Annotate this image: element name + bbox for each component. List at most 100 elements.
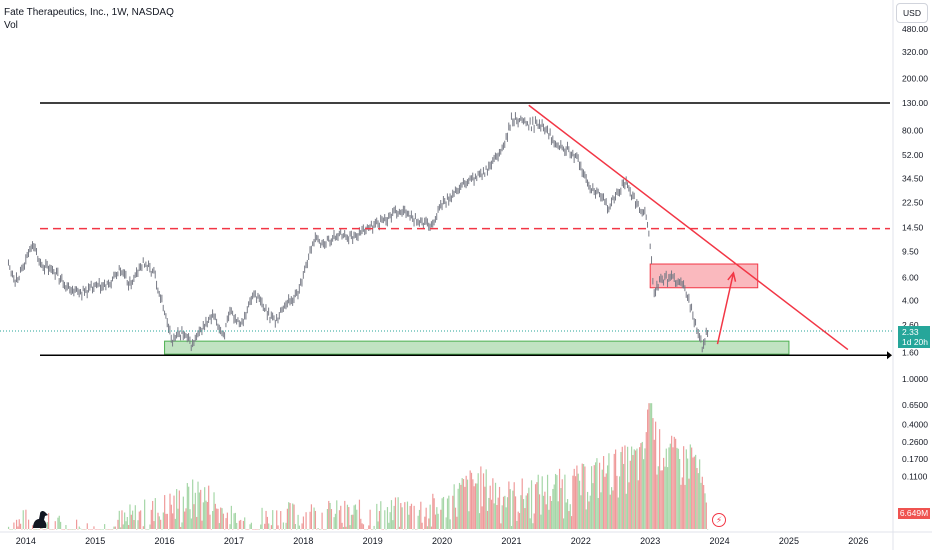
volume-bar bbox=[593, 465, 595, 529]
volume-bar bbox=[133, 520, 135, 529]
volume-value-tag: 6.649M bbox=[898, 508, 930, 519]
volume-bar bbox=[518, 513, 521, 529]
volume-bar bbox=[357, 529, 359, 530]
volume-bar bbox=[521, 478, 523, 529]
volume-bar bbox=[109, 529, 111, 530]
volume-bar bbox=[627, 446, 629, 529]
volume-bar bbox=[273, 529, 275, 530]
volume-bar bbox=[65, 525, 67, 529]
volume-bar bbox=[445, 517, 447, 529]
volume-bar bbox=[148, 529, 150, 530]
volume-bar bbox=[137, 520, 139, 529]
volume-bar bbox=[570, 516, 573, 529]
volume-bar bbox=[474, 483, 477, 529]
volume-bar bbox=[522, 499, 525, 529]
volume-bar bbox=[266, 516, 268, 529]
tradingview-logo-icon[interactable] bbox=[30, 508, 52, 530]
volume-bar bbox=[217, 508, 219, 529]
volume-bar bbox=[380, 501, 382, 529]
y-tick-label: 34.50 bbox=[902, 173, 924, 183]
volume-bar bbox=[416, 529, 418, 530]
volume-bar bbox=[284, 529, 286, 530]
volume-bar bbox=[572, 475, 574, 529]
volume-bar bbox=[262, 529, 264, 530]
volume-bar bbox=[369, 509, 371, 529]
currency-button[interactable]: USD bbox=[896, 3, 928, 23]
volume-bar bbox=[489, 485, 491, 529]
volume-bar bbox=[701, 476, 703, 529]
volume-bar bbox=[573, 468, 575, 529]
volume-bar bbox=[98, 529, 100, 530]
volume-bar bbox=[154, 498, 156, 529]
volume-bar bbox=[464, 486, 466, 529]
volume-bar bbox=[549, 496, 551, 529]
volume-bar bbox=[306, 529, 309, 530]
volume-bar bbox=[332, 529, 334, 530]
volume-bar bbox=[537, 474, 539, 529]
volume-bar bbox=[430, 526, 433, 529]
volume-bar bbox=[704, 493, 706, 529]
volume-bar bbox=[168, 529, 170, 530]
volume-tick-label: 0.2600 bbox=[902, 437, 928, 447]
volume-bar bbox=[180, 526, 182, 529]
volume-bar bbox=[530, 480, 533, 529]
volume-bar bbox=[508, 481, 510, 529]
volume-bar bbox=[510, 526, 513, 529]
volume-bar bbox=[457, 488, 459, 529]
volume-bar bbox=[612, 490, 614, 529]
volume-bar bbox=[635, 450, 637, 529]
volume-bar bbox=[70, 529, 72, 530]
volume-bar bbox=[209, 514, 211, 529]
volume-bar bbox=[482, 473, 485, 529]
volume-bar bbox=[505, 507, 507, 529]
volume-bar bbox=[160, 519, 162, 529]
volume-bar bbox=[164, 495, 166, 529]
volume-bar bbox=[461, 478, 463, 529]
volume-bar bbox=[560, 488, 562, 529]
volume-bar bbox=[440, 509, 442, 529]
volume-tick-label: 0.6500 bbox=[902, 400, 928, 410]
volume-bar bbox=[196, 516, 198, 529]
volume-bar bbox=[502, 496, 505, 529]
volume-bar bbox=[102, 529, 104, 530]
volume-bar bbox=[256, 529, 258, 530]
volume-bar bbox=[368, 525, 370, 529]
volume-bar bbox=[697, 473, 699, 529]
volume-bar bbox=[404, 502, 406, 529]
projection-arrow bbox=[716, 272, 735, 345]
volume-bar bbox=[144, 499, 146, 529]
volume-bar bbox=[77, 529, 79, 530]
volume-bar bbox=[398, 526, 401, 529]
volume-bar bbox=[675, 438, 677, 529]
volume-bar bbox=[80, 528, 82, 530]
volume-bar bbox=[598, 462, 601, 529]
volume-bar bbox=[410, 503, 413, 529]
volume-bar bbox=[33, 529, 35, 530]
volume-bar bbox=[293, 504, 295, 529]
volume-bar bbox=[348, 507, 350, 529]
volume-bar bbox=[561, 479, 563, 529]
volume-bar bbox=[236, 522, 238, 529]
volume-bar bbox=[296, 529, 298, 530]
y-tick-label: 14.50 bbox=[902, 222, 924, 232]
flash-icon[interactable]: ⚡ bbox=[712, 513, 726, 527]
volume-bar bbox=[619, 476, 621, 529]
volume-bar bbox=[200, 489, 202, 529]
volume-bar bbox=[304, 529, 306, 530]
volume-bar bbox=[401, 507, 403, 529]
volume-bar bbox=[406, 501, 409, 529]
volume-bar bbox=[22, 510, 24, 529]
volume-bar bbox=[313, 507, 315, 529]
volume-bar bbox=[659, 429, 661, 529]
volume-bar bbox=[631, 446, 633, 529]
volume-bar bbox=[241, 529, 243, 530]
volume-bar bbox=[132, 510, 134, 529]
volume-bar bbox=[190, 518, 192, 529]
volume-bar bbox=[244, 517, 246, 529]
volume-bar bbox=[609, 494, 611, 529]
volume-bar bbox=[525, 495, 527, 529]
x-tick-label: 2022 bbox=[571, 536, 591, 546]
volume-bar bbox=[314, 510, 317, 529]
volume-bar bbox=[100, 529, 102, 530]
